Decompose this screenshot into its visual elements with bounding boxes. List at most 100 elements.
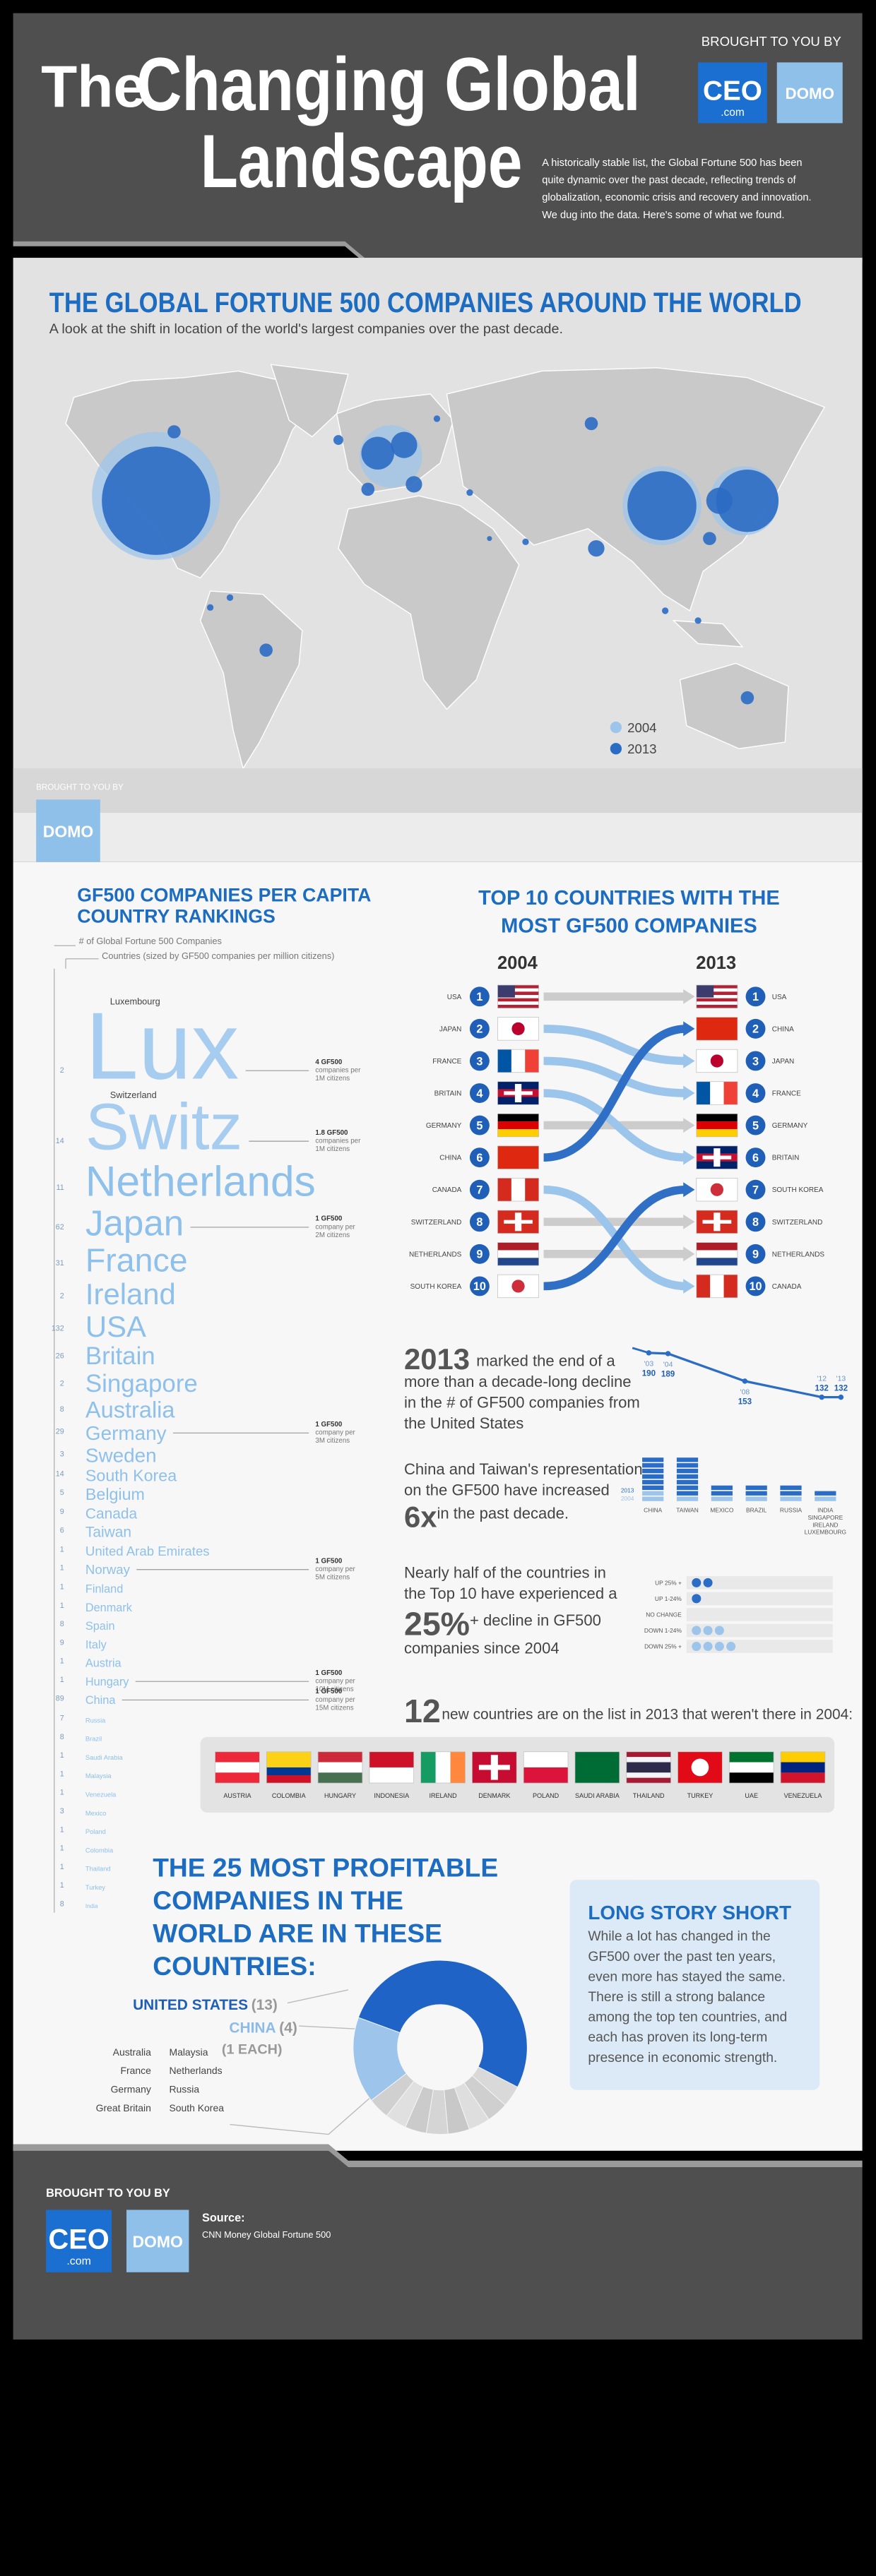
title: Landscape <box>201 119 523 203</box>
flag-border <box>497 1210 539 1234</box>
country-name: United Arab Emirates <box>85 1544 210 1558</box>
flag-stripe <box>266 1751 312 1760</box>
country-name: Ireland <box>85 1277 176 1311</box>
bar-segment <box>745 1485 767 1496</box>
flag-stripe <box>696 1129 738 1137</box>
bar-block <box>815 1491 836 1496</box>
country-name: Mexico <box>85 1810 106 1817</box>
country-name: Australia <box>85 1397 176 1422</box>
bar-segment <box>745 1496 767 1501</box>
rank-connector <box>543 1025 687 1162</box>
country-label: FRANCE <box>772 1090 801 1098</box>
bar-block <box>711 1485 733 1490</box>
legend-label: 2013 <box>627 741 656 756</box>
flag-border <box>696 1274 738 1299</box>
bar-block <box>676 1468 699 1474</box>
note: 4 GF500 <box>315 1059 343 1066</box>
bubble <box>259 643 273 657</box>
country-name: South Korea <box>85 1466 177 1484</box>
dot-row <box>686 1640 833 1653</box>
continent <box>270 364 349 438</box>
flag-cross <box>702 1220 732 1224</box>
flag-stripe <box>696 998 738 1002</box>
connector-arrow <box>683 1118 695 1133</box>
rank: 9 <box>476 1248 483 1261</box>
legend-label: 2013 <box>621 1486 634 1493</box>
description: quite dynamic over the past decade, refl… <box>542 174 796 186</box>
flag-stripe <box>626 1777 671 1784</box>
value-label: 153 <box>738 1397 752 1406</box>
company-count: 1 <box>60 1881 64 1890</box>
dot-group <box>692 1594 702 1604</box>
note: 1 GF500 <box>315 1688 343 1695</box>
bubble <box>406 476 422 493</box>
flag-stripe <box>266 1767 312 1776</box>
flag-stripe <box>420 1751 436 1783</box>
body-text: more than a decade-long decline <box>404 1373 632 1390</box>
flag <box>626 1751 671 1784</box>
bar-block <box>676 1479 699 1485</box>
description: We dug into the data. Here's some of wha… <box>542 210 784 221</box>
country-label: JAPAN <box>439 1025 461 1033</box>
company-count: 1 <box>60 1863 64 1871</box>
note: 2M citizens <box>315 1232 350 1239</box>
bar-block <box>642 1485 664 1490</box>
flag-stripe <box>696 1242 738 1251</box>
bubble <box>433 415 441 422</box>
rank-badge <box>469 1083 490 1103</box>
bar-block <box>642 1479 664 1485</box>
section-title: COUNTRY RANKINGS <box>77 906 276 927</box>
section-title: MOST GF500 COMPANIES <box>501 915 757 938</box>
legend-text: # of Global Fortune 500 Companies <box>79 936 222 946</box>
flag-stripe <box>318 1762 362 1773</box>
flag <box>696 1274 738 1299</box>
rank-connector <box>543 1056 687 1097</box>
company-count: 1 <box>60 1564 64 1573</box>
bar-block <box>745 1485 767 1490</box>
country-label: INDONESIA <box>374 1792 410 1799</box>
line-lead <box>632 1347 649 1354</box>
flag-border <box>266 1751 312 1784</box>
country-name: France <box>121 2065 152 2076</box>
country-name: Australia <box>113 2046 151 2058</box>
summary-text: While a lot has changed in the <box>588 1929 770 1944</box>
company-count: 1 <box>60 1844 64 1853</box>
section-title: THE 25 MOST PROFITABLE <box>153 1853 498 1883</box>
company-count: 31 <box>56 1259 64 1268</box>
bar-block <box>745 1496 767 1501</box>
flag-cross <box>504 1220 533 1224</box>
label-connector <box>287 1989 349 2004</box>
company-count: 7 <box>60 1715 64 1723</box>
rank-badge <box>469 1179 490 1200</box>
flag-stripe <box>696 994 738 998</box>
country-name: Denmark <box>85 1602 133 1614</box>
flag-stripe <box>696 991 738 996</box>
company-count: 1 <box>60 1751 64 1760</box>
country-label: TURKEY <box>687 1792 714 1799</box>
body-text: new countries are on the list in 2013 th… <box>442 1706 853 1722</box>
rank: 3 <box>476 1055 483 1068</box>
ceo-logo-box <box>698 62 767 124</box>
company-count: 1 <box>60 1770 64 1778</box>
segment-name: UNITED STATES <box>133 1997 248 2013</box>
country-label: THAILAND <box>633 1792 665 1799</box>
flag-border <box>574 1751 620 1784</box>
flag <box>696 1242 738 1266</box>
connector-arrow <box>683 1214 695 1229</box>
country-label: BRITAIN <box>772 1155 800 1162</box>
flag-stripe <box>696 985 738 989</box>
flag-border <box>497 1242 539 1266</box>
country-label: FRANCE <box>432 1058 461 1066</box>
rank: 9 <box>752 1248 759 1261</box>
country-full-name: Luxembourg <box>110 996 160 1006</box>
flag-border <box>497 1113 539 1138</box>
flag-stripe <box>710 1275 724 1298</box>
country-name: South Korea <box>169 2102 224 2113</box>
company-count: 11 <box>57 1183 64 1192</box>
country-name: Malaysia <box>85 1772 112 1779</box>
flag-stripe <box>696 988 738 992</box>
flag-stripe <box>215 1762 260 1773</box>
bar-segment <box>711 1496 733 1501</box>
bubble <box>703 532 716 545</box>
